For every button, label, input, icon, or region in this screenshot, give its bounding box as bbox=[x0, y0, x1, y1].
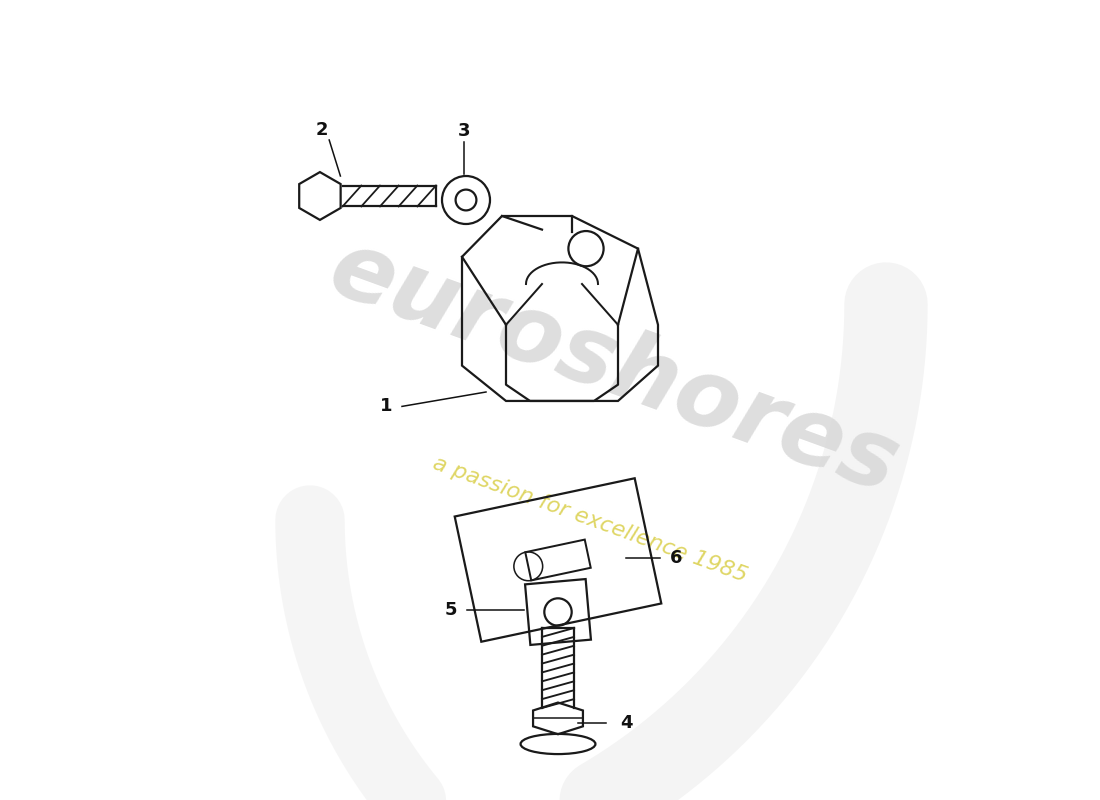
Text: 1: 1 bbox=[379, 398, 393, 415]
Text: a passion for excellence 1985: a passion for excellence 1985 bbox=[430, 454, 750, 586]
Text: 6: 6 bbox=[670, 550, 683, 567]
Text: 4: 4 bbox=[620, 714, 634, 732]
Text: 5: 5 bbox=[444, 602, 458, 619]
Text: 2: 2 bbox=[316, 121, 328, 138]
Text: euroshores: euroshores bbox=[317, 222, 911, 514]
Text: 3: 3 bbox=[459, 122, 471, 140]
